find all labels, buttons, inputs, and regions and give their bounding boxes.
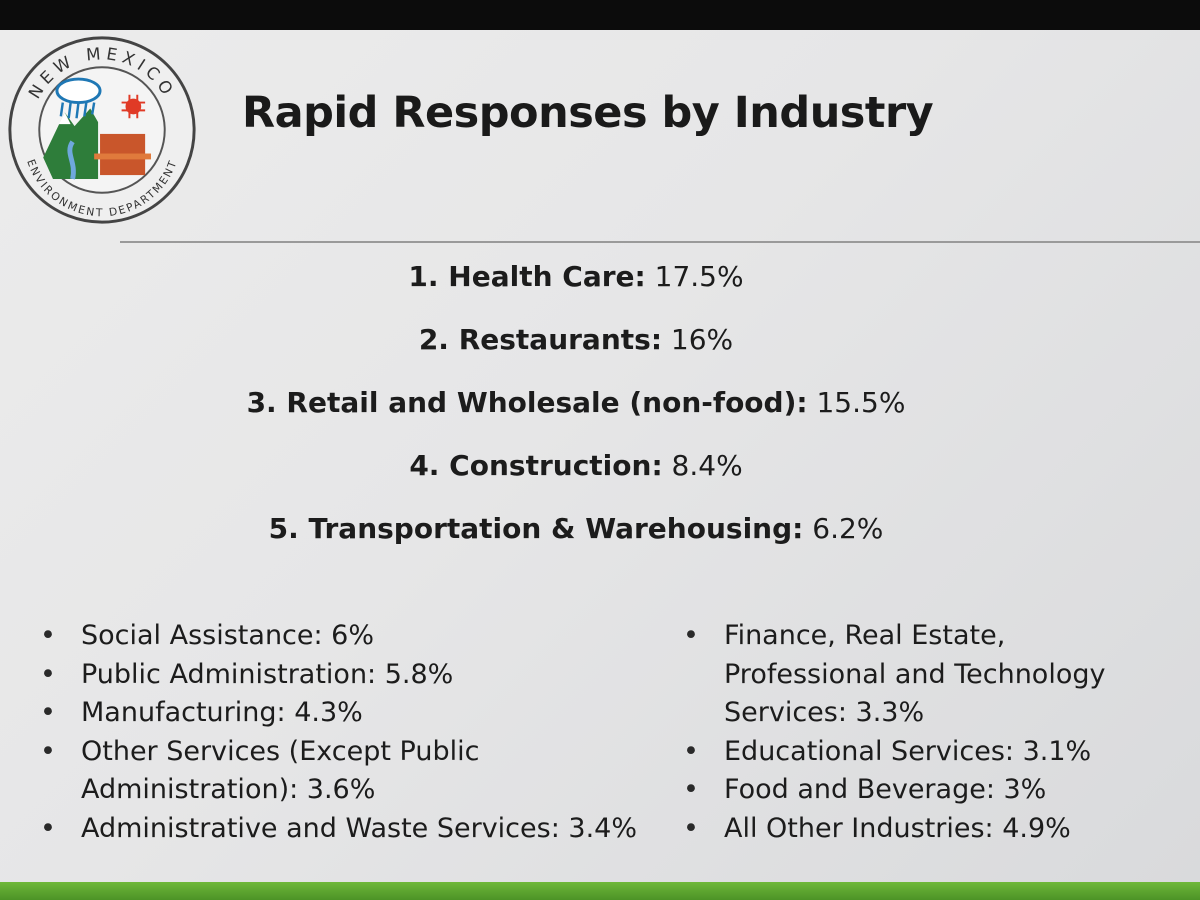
bullet-icon: • — [40, 735, 56, 767]
list-item-line: Services: 3.3% — [724, 697, 925, 729]
other-industries-right-list: • Finance, Real Estate, Professional and… — [683, 617, 1163, 849]
list-item-line: All Other Industries: 4.9% — [724, 812, 1071, 844]
ranked-item-label: 4. Construction: — [409, 449, 663, 482]
list-item: • Finance, Real Estate, Professional and… — [683, 617, 1163, 733]
slide-title: Rapid Responses by Industry — [242, 88, 934, 138]
list-item: • Other Services (Except Public Administ… — [40, 733, 660, 810]
list-item-line: Educational Services: 3.1% — [724, 735, 1092, 767]
ranked-item-value: 8.4% — [671, 449, 743, 482]
list-item: • All Other Industries: 4.9% — [683, 810, 1163, 849]
list-item-line: Other Services (Except Public — [81, 735, 480, 767]
bullet-icon: • — [683, 812, 699, 844]
list-item: • Social Assistance: 6% — [40, 617, 660, 656]
list-item: • Administrative and Waste Services: 3.4… — [40, 810, 660, 849]
list-item-line: Social Assistance: 6% — [81, 620, 375, 651]
ranked-item-label: 1. Health Care: — [408, 260, 646, 293]
ranked-item-value: 17.5% — [654, 260, 744, 293]
list-item-line: Manufacturing: 4.3% — [81, 697, 363, 729]
list-item-line: Professional and Technology — [724, 658, 1106, 690]
top-industries-list: 1. Health Care: 17.5% 2. Restaurants: 16… — [0, 254, 1152, 569]
list-item: • Manufacturing: 4.3% — [40, 694, 660, 733]
ranked-item: 5. Transportation & Warehousing: 6.2% — [0, 506, 1152, 569]
logo-emblem — [43, 77, 151, 180]
bullet-icon: • — [40, 697, 56, 729]
other-industries-left-list: • Social Assistance: 6% • Public Adminis… — [40, 617, 660, 849]
bullet-icon: • — [40, 620, 56, 651]
list-item-line: Food and Beverage: 3% — [724, 774, 1047, 806]
bullet-icon: • — [683, 735, 699, 767]
ranked-item-value: 15.5% — [816, 386, 906, 419]
bullet-icon: • — [40, 812, 56, 844]
ranked-item-label: 5. Transportation & Warehousing: — [268, 512, 804, 545]
list-item-line: Finance, Real Estate, — [724, 620, 1006, 651]
bullet-icon: • — [683, 620, 699, 651]
ranked-item: 3. Retail and Wholesale (non-food): 15.5… — [0, 380, 1152, 443]
slide-accent-bar — [0, 882, 1200, 900]
list-item: • Educational Services: 3.1% — [683, 733, 1163, 772]
list-item-line: Administrative and Waste Services: 3.4% — [81, 812, 637, 844]
presentation-slide: NEW MEXICO ENVIRONMENT DEPARTMENT Rapid … — [0, 30, 1200, 882]
ranked-item-label: 3. Retail and Wholesale (non-food): — [246, 386, 808, 419]
title-divider — [120, 241, 1200, 243]
ranked-item-value: 16% — [670, 323, 734, 356]
list-item: • Public Administration: 5.8% — [40, 656, 660, 695]
ranked-item-label: 2. Restaurants: — [418, 323, 663, 356]
bullet-icon: • — [683, 774, 699, 806]
nmed-logo: NEW MEXICO ENVIRONMENT DEPARTMENT — [8, 36, 196, 224]
ranked-item: 4. Construction: 8.4% — [0, 443, 1152, 506]
bullet-icon: • — [40, 658, 56, 690]
list-item: • Food and Beverage: 3% — [683, 771, 1163, 810]
ranked-item: 2. Restaurants: 16% — [0, 317, 1152, 380]
ranked-item: 1. Health Care: 17.5% — [0, 254, 1152, 317]
monitor-bezel-top — [0, 0, 1200, 30]
list-item-line: Administration): 3.6% — [81, 774, 376, 806]
ranked-item-value: 6.2% — [812, 512, 884, 545]
list-item-line: Public Administration: 5.8% — [81, 658, 454, 690]
